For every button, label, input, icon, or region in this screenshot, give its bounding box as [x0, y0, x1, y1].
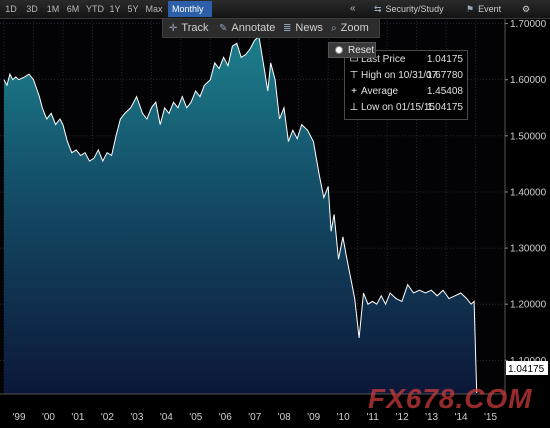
range-6m[interactable]: 6M: [66, 4, 80, 14]
x-tick-label: '14: [455, 412, 468, 423]
range-ytd[interactable]: YTD: [86, 4, 104, 14]
low-marker-icon: ⊥: [349, 102, 359, 113]
security-study-label: Security/Study: [385, 4, 444, 14]
annotate-label: Annotate: [231, 22, 276, 34]
reset-button[interactable]: Reset: [328, 42, 376, 58]
legend-average: + Average 1.45408: [349, 85, 463, 99]
range-3d[interactable]: 3D: [26, 4, 38, 14]
x-tick-label: '08: [278, 412, 291, 423]
y-tick-label: 1.20000: [510, 300, 547, 311]
range-1d[interactable]: 1D: [5, 4, 17, 14]
pencil-icon: ✎: [219, 23, 228, 34]
news-button[interactable]: ≣ News: [283, 21, 323, 35]
y-tick-label: 1.40000: [510, 187, 547, 198]
x-tick-label: '02: [101, 412, 114, 423]
x-tick-label: '99: [12, 412, 25, 423]
range-1y[interactable]: 1Y: [109, 4, 121, 14]
legend-value: 1.67780: [426, 70, 463, 81]
x-tick-label: '07: [248, 412, 261, 423]
legend-label: Last Price: [361, 54, 406, 65]
period-select[interactable]: Monthly ▼: [168, 1, 212, 30]
range-max[interactable]: Max: [145, 4, 163, 14]
y-tick-label: 1.50000: [510, 131, 547, 142]
x-tick-labels: '99 '00 '01 '02 '03 '04 '05 '06 '07 '08 '09 '10 '11 '…: [12, 412, 497, 423]
y-tick-label: 1.60000: [510, 75, 547, 86]
x-tick-label: '03: [130, 412, 143, 423]
legend-high: ⊤ High on 10/31/07 1.67780: [349, 69, 463, 83]
security-study-button[interactable]: ⇆ Security/Study: [374, 2, 444, 16]
legend-label: Average: [361, 86, 399, 97]
gear-icon: ⚙: [522, 4, 531, 14]
x-tick-label: '12: [396, 412, 409, 423]
x-tick-label: '01: [71, 412, 84, 423]
collapse-button[interactable]: «: [350, 3, 356, 14]
study-icon: ⇆: [374, 4, 382, 14]
zoom-button[interactable]: ⌕ Zoom: [331, 21, 369, 35]
x-tick-label: '11: [366, 412, 379, 423]
x-tick-label: '09: [307, 412, 320, 423]
y-tick-labels: 1.100001.200001.300001.400001.500001.600…: [505, 19, 547, 367]
svg-text:1.04175: 1.04175: [508, 364, 545, 375]
x-tick-label: '13: [425, 412, 438, 423]
top-toolbar: 1D 3D 1M 6M YTD 1Y 5Y Max Monthly ▼ « ⇆S…: [0, 0, 550, 30]
x-tick-label: '06: [219, 412, 232, 423]
high-marker-icon: ⊤: [349, 70, 359, 81]
range-1m[interactable]: 1M: [46, 4, 60, 14]
legend-value: 1.45408: [426, 86, 463, 97]
legend-value: 1.04175: [426, 54, 463, 65]
track-label: Track: [181, 22, 209, 34]
y-tick-label: 1.70000: [510, 19, 547, 30]
legend-label: Low on 01/15/15: [361, 102, 435, 113]
x-tick-label: '10: [337, 412, 350, 423]
chart-legend: ▭ Last Price 1.04175 ⊤ High on 10/31/07 1.…: [344, 50, 468, 120]
reset-label: Reset: [348, 45, 375, 56]
x-tick-label: '05: [189, 412, 202, 423]
legend-value: 1.04175: [426, 102, 463, 113]
price-area: [4, 36, 477, 394]
x-tick-label: '00: [42, 412, 55, 423]
flag-icon: ⚑: [466, 4, 475, 14]
zoom-label: Zoom: [340, 22, 369, 34]
last-price-tag: 1.04175: [506, 361, 548, 375]
crosshair-icon: ✛: [169, 23, 178, 34]
annotate-button[interactable]: ✎ Annotate: [219, 21, 275, 35]
x-tick-label: '04: [160, 412, 173, 423]
news-icon: ≣: [283, 23, 292, 34]
legend-low: ⊥ Low on 01/15/15 1.04175: [349, 101, 463, 115]
y-tick-label: 1.30000: [510, 244, 547, 255]
chart-tools-bar: ✛ Track ✎ Annotate ≣ News ⌕ Zoom: [162, 19, 380, 38]
reset-icon: [335, 46, 343, 55]
legend-label: High on 10/31/07: [361, 70, 438, 81]
x-tick-label: '15: [484, 412, 497, 423]
watermark-logo: FX678.COM: [368, 383, 533, 414]
price-line: [3, 35, 478, 394]
event-button[interactable]: ⚑ Event: [466, 2, 501, 16]
magnifier-icon: ⌕: [331, 23, 337, 34]
news-label: News: [295, 22, 323, 34]
event-label: Event: [478, 4, 502, 14]
track-button[interactable]: ✛ Track: [169, 21, 208, 35]
legend-last-price: ▭ Last Price 1.04175: [349, 53, 463, 67]
average-marker-icon: +: [351, 86, 357, 97]
range-5y[interactable]: 5Y: [127, 4, 139, 14]
last-price-swatch-icon: ▭: [349, 54, 359, 65]
settings-button[interactable]: ⚙: [522, 2, 530, 16]
